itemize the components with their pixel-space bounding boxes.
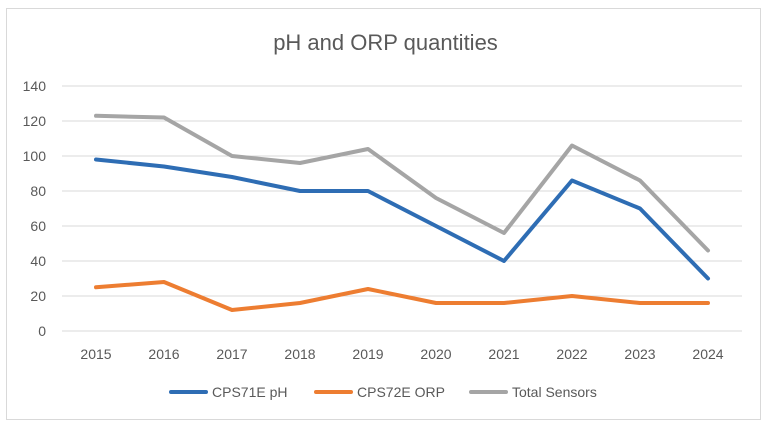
y-axis-ticks: 0 20 40 60 80 100 120 140 xyxy=(23,78,47,339)
legend-label-total-sensors: Total Sensors xyxy=(512,384,597,400)
x-tick-label: 2015 xyxy=(80,346,111,362)
y-tick-label: 100 xyxy=(23,148,47,164)
y-tick-label: 140 xyxy=(23,78,47,94)
x-tick-label: 2021 xyxy=(488,346,519,362)
series-line-total-sensors xyxy=(94,113,710,253)
y-tick-label: 120 xyxy=(23,113,47,129)
legend: CPS71E pH CPS72E ORP Total Sensors xyxy=(169,384,597,400)
legend-label-cps71e-ph: CPS71E pH xyxy=(212,384,287,400)
x-tick-label: 2023 xyxy=(624,346,655,362)
series-lines xyxy=(94,113,710,312)
x-axis-ticks: 2015 2016 2017 2018 2019 2020 2021 2022 2023 2024 xyxy=(80,346,723,362)
series-line-cps72e-orp xyxy=(94,280,710,312)
x-tick-label: 2020 xyxy=(420,346,451,362)
x-tick-label: 2024 xyxy=(692,346,723,362)
y-tick-label: 60 xyxy=(30,218,46,234)
legend-label-cps72e-orp: CPS72E ORP xyxy=(357,384,445,400)
y-tick-label: 40 xyxy=(30,253,46,269)
grid-lines xyxy=(62,85,742,332)
x-tick-label: 2017 xyxy=(216,346,247,362)
y-tick-label: 80 xyxy=(30,183,46,199)
x-tick-label: 2018 xyxy=(284,346,315,362)
chart-frame xyxy=(6,8,761,420)
chart-title: pH and ORP quantities xyxy=(273,30,498,55)
series-line-cps71e-ph xyxy=(94,157,710,281)
x-tick-label: 2016 xyxy=(148,346,179,362)
y-tick-label: 0 xyxy=(38,323,46,339)
x-tick-label: 2022 xyxy=(556,346,587,362)
y-tick-label: 20 xyxy=(30,288,46,304)
x-tick-label: 2019 xyxy=(352,346,383,362)
